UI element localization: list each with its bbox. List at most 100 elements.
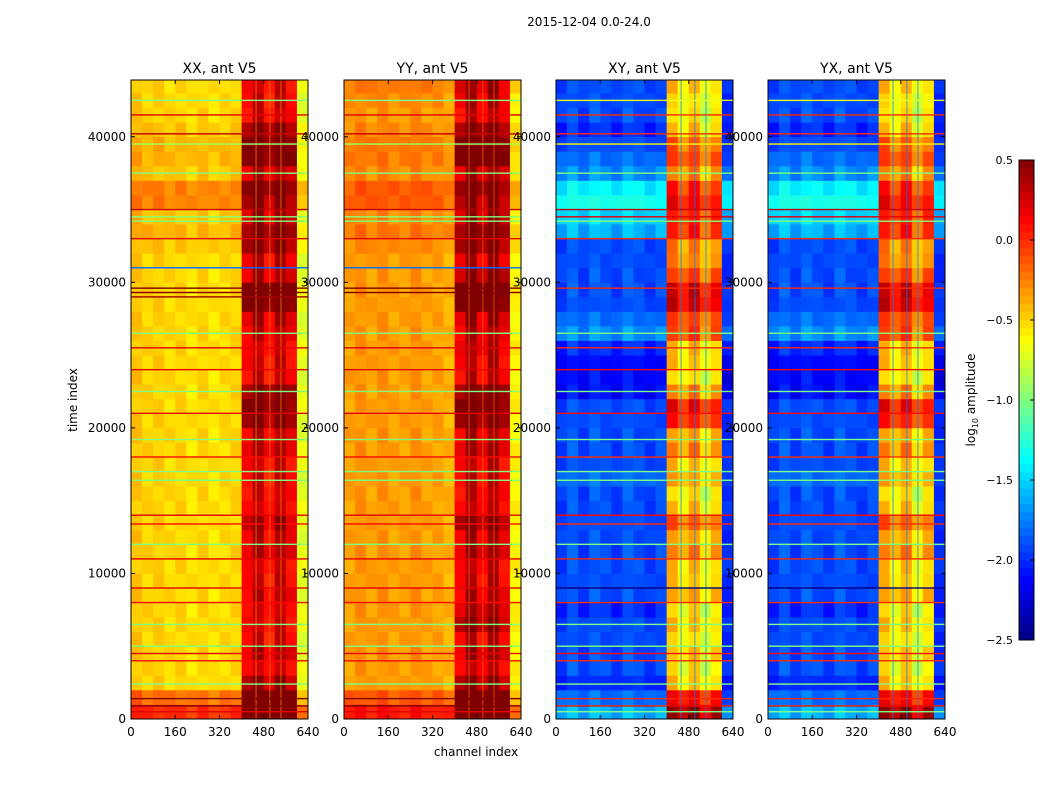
- heatmap-cell: [142, 151, 154, 167]
- time-line: [556, 99, 733, 102]
- heatmap-cell: [241, 253, 254, 269]
- heatmap-cell: [790, 253, 802, 269]
- heatmap-cell: [856, 355, 868, 371]
- heatmap-cell: [589, 151, 601, 167]
- heatmap-cell: [186, 238, 198, 254]
- heatmap-cell: [867, 602, 880, 618]
- time-line: [556, 287, 733, 289]
- x-tick-label: 0: [552, 725, 560, 739]
- heatmap-cell: [933, 180, 946, 196]
- heatmap-cell: [768, 689, 780, 705]
- heatmap-cell: [366, 413, 378, 429]
- heatmap-cell: [567, 369, 579, 385]
- heatmap-cell: [611, 194, 623, 210]
- heatmap-cell: [219, 457, 231, 472]
- heatmap-cell: [175, 558, 187, 574]
- heatmap-cell: [388, 689, 400, 705]
- heatmap-cell: [164, 398, 176, 414]
- heatmap-cell: [823, 529, 835, 545]
- heatmap-cell: [567, 573, 579, 589]
- heatmap-cell: [142, 631, 154, 647]
- time-line: [556, 705, 733, 707]
- heatmap-cell: [655, 558, 668, 574]
- heatmap-cell: [721, 486, 734, 502]
- heatmap-cell: [600, 471, 612, 487]
- heatmap-cell: [164, 296, 176, 312]
- heatmap-cell: [801, 675, 813, 691]
- heatmap-cell: [768, 471, 780, 487]
- heatmap-cell: [421, 151, 433, 167]
- colorbar-segment: [1019, 552, 1034, 561]
- heatmap-cell: [768, 427, 780, 443]
- heatmap-cell: [421, 529, 433, 545]
- heatmap-cell: [834, 573, 846, 589]
- heatmap-cell: [509, 282, 522, 298]
- heatmap-cell: [834, 282, 846, 298]
- y-tick-label: 30000: [301, 275, 339, 289]
- heatmap-cell: [355, 631, 367, 647]
- heatmap-cell: [355, 282, 367, 298]
- heatmap-cell: [377, 442, 389, 458]
- heatmap-cell: [296, 427, 309, 443]
- time-line: [344, 697, 521, 700]
- heatmap-cell: [164, 660, 176, 676]
- heatmap-cell: [622, 660, 634, 676]
- heatmap-cell: [186, 398, 198, 414]
- heatmap-cell: [498, 660, 511, 676]
- heatmap-cell: [644, 529, 656, 545]
- heatmap-cell: [241, 80, 254, 94]
- heatmap-cell: [779, 413, 791, 429]
- heatmap-cell: [600, 194, 612, 210]
- heatmap-cell: [779, 500, 791, 516]
- time-line: [131, 216, 308, 218]
- time-line: [131, 114, 308, 116]
- time-line: [768, 623, 945, 626]
- heatmap-cell: [801, 238, 813, 254]
- heatmap-cell: [655, 296, 668, 312]
- heatmap-cell: [208, 529, 220, 545]
- heatmap-cell: [578, 238, 590, 254]
- time-line: [768, 347, 945, 349]
- heatmap-cell: [578, 355, 590, 371]
- heatmap-cell: [856, 689, 868, 705]
- heatmap-cell: [710, 194, 723, 210]
- heatmap-cell: [878, 151, 891, 167]
- time-line: [131, 479, 308, 481]
- colorbar-tick-label: −2.5: [986, 634, 1013, 647]
- heatmap-cell: [509, 398, 522, 414]
- heatmap-cell: [344, 529, 356, 545]
- heatmap-cell: [164, 631, 176, 647]
- heatmap-cell: [622, 457, 634, 472]
- heatmap-cell: [153, 457, 165, 472]
- heatmap-cell: [498, 558, 511, 574]
- heatmap-cell: [721, 122, 734, 138]
- heatmap-cell: [867, 529, 880, 545]
- heatmap-cell: [388, 602, 400, 618]
- heatmap-cells: [768, 80, 946, 720]
- heatmap-cell: [296, 529, 309, 545]
- heatmap-cell: [465, 544, 478, 560]
- heatmap-cell: [219, 238, 231, 254]
- heatmap-cell: [721, 471, 734, 487]
- heatmap-cell: [710, 660, 723, 676]
- heatmap-cell: [779, 675, 791, 691]
- heatmap-cell: [443, 151, 456, 167]
- heatmap-cell: [622, 282, 634, 298]
- heatmap-cell: [655, 588, 668, 603]
- x-tick-label: 640: [722, 725, 745, 739]
- heatmap-cell: [366, 151, 378, 167]
- heatmap-cell: [344, 369, 356, 385]
- heatmap-cell: [578, 442, 590, 458]
- y-tick-label: 0: [543, 712, 551, 726]
- heatmap-cell: [219, 296, 231, 312]
- heatmap-cell: [721, 282, 734, 298]
- heatmap-cell: [589, 80, 601, 94]
- heatmap-cell: [600, 558, 612, 574]
- heatmap-cell: [285, 486, 298, 502]
- time-line: [556, 237, 733, 240]
- heatmap-cell: [296, 631, 309, 647]
- heatmap-cell: [355, 398, 367, 414]
- time-line: [556, 456, 733, 458]
- colorbar-segment: [1019, 376, 1034, 385]
- heatmap-cell: [666, 311, 679, 327]
